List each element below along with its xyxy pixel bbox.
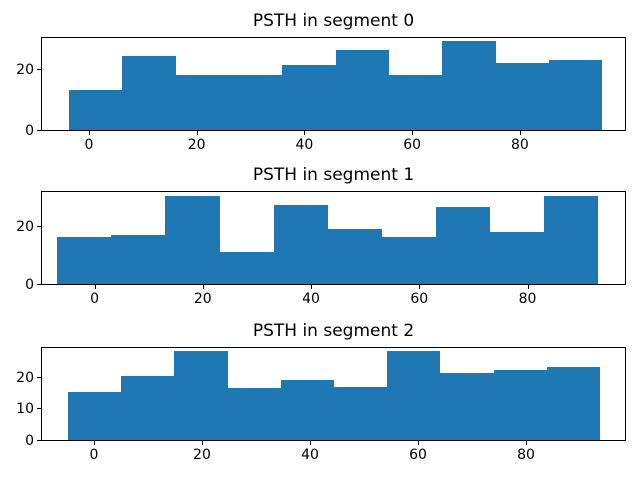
- histogram-bar: [388, 75, 443, 130]
- histogram-bar: [544, 196, 599, 284]
- x-tick-label: 20: [187, 137, 206, 153]
- y-tick: [37, 225, 41, 227]
- histogram-bar: [280, 380, 335, 440]
- x-tick: [88, 131, 90, 135]
- y-tick-label: 20: [16, 61, 34, 78]
- histogram-bar: [327, 229, 382, 284]
- x-tick: [412, 131, 414, 135]
- x-tick-label: 60: [403, 137, 422, 153]
- axes-box-segment-1: [41, 191, 626, 285]
- y-tick: [37, 376, 41, 378]
- histogram-bar: [490, 231, 545, 284]
- chart-title-segment-2: PSTH in segment 2: [252, 321, 415, 341]
- x-tick: [201, 441, 203, 445]
- x-tick-label: 0: [90, 291, 100, 307]
- histogram-bar: [334, 386, 388, 440]
- x-tick: [310, 441, 311, 445]
- histogram-bar: [121, 376, 175, 440]
- histogram-bar: [335, 49, 389, 130]
- histogram-bar: [174, 351, 228, 440]
- histogram-bar: [69, 90, 123, 130]
- y-tick-label: 10: [16, 401, 34, 418]
- histogram-bar: [122, 55, 176, 130]
- x-tick-label: 40: [302, 291, 320, 307]
- histogram-bar: [387, 351, 441, 440]
- histogram-bar: [493, 370, 547, 440]
- axes-box-segment-2: [41, 347, 626, 441]
- axes-box-segment-0: [41, 37, 626, 131]
- y-tick: [37, 284, 41, 285]
- x-tick: [304, 131, 306, 135]
- histogram-bar: [165, 196, 220, 284]
- y-tick-label: 0: [25, 277, 34, 293]
- histogram-bar: [175, 75, 229, 130]
- y-tick-label: 20: [16, 218, 34, 235]
- histogram-bar: [219, 252, 274, 284]
- x-tick: [94, 285, 96, 289]
- histogram-bar: [68, 392, 122, 440]
- histogram-bar: [436, 207, 491, 284]
- x-tick-label: 80: [517, 447, 535, 463]
- x-tick: [526, 441, 528, 445]
- histogram-bar: [227, 388, 281, 440]
- y-tick: [37, 440, 41, 441]
- histogram-bar: [273, 205, 328, 284]
- x-tick-label: 40: [295, 137, 314, 153]
- histogram-bar: [228, 75, 283, 130]
- y-tick: [37, 130, 41, 131]
- histogram-bar: [546, 367, 601, 440]
- histogram-bar: [440, 372, 494, 440]
- x-tick-label: 0: [84, 137, 94, 153]
- x-tick-label: 60: [410, 291, 429, 307]
- x-tick-label: 80: [518, 291, 537, 307]
- x-tick: [527, 285, 529, 289]
- histogram-bar: [57, 237, 112, 284]
- histogram-bar: [381, 237, 437, 284]
- x-tick: [196, 131, 198, 135]
- x-tick: [519, 131, 521, 135]
- x-tick-label: 80: [510, 137, 529, 153]
- x-tick-label: 20: [193, 447, 211, 463]
- x-tick-label: 60: [409, 447, 427, 463]
- histogram-bar: [282, 65, 336, 130]
- chart-title-segment-1: PSTH in segment 1: [252, 165, 415, 185]
- x-tick: [93, 441, 95, 445]
- histogram-bar: [495, 62, 549, 130]
- histogram-bar: [111, 234, 166, 284]
- y-tick-label: 0: [25, 123, 34, 139]
- x-tick: [418, 441, 420, 445]
- x-tick-label: 40: [301, 447, 319, 463]
- y-tick: [37, 408, 41, 410]
- histogram-bar: [442, 40, 496, 130]
- y-tick: [37, 68, 41, 70]
- x-tick: [419, 285, 421, 289]
- chart-title-segment-0: PSTH in segment 0: [252, 11, 415, 31]
- histogram-bar: [548, 59, 603, 130]
- x-tick: [311, 285, 313, 289]
- y-tick-label: 20: [16, 369, 34, 386]
- x-tick-label: 0: [89, 447, 99, 463]
- x-tick: [202, 285, 204, 289]
- y-tick-label: 0: [25, 433, 34, 449]
- x-tick-label: 20: [193, 291, 212, 307]
